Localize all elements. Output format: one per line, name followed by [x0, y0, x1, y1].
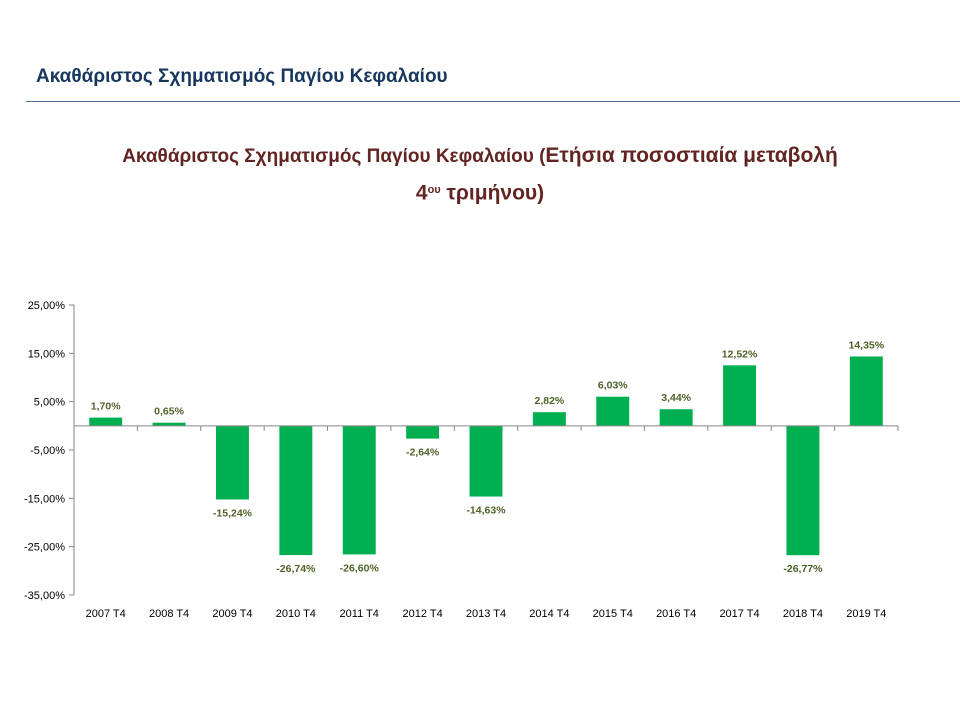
bar — [469, 425, 503, 497]
chart-title-quarter-suffix: ου — [427, 184, 441, 196]
chart-title: Ακαθάριστος Σχηματισμός Παγίου Κεφαλαίου… — [0, 140, 960, 211]
y-tick-label: -35,00% — [24, 590, 65, 602]
x-tick-label: 2014 T4 — [529, 608, 569, 620]
data-label: 6,03% — [598, 380, 628, 392]
data-label: -26,77% — [783, 563, 823, 575]
x-tick-label: 2018 T4 — [783, 608, 823, 620]
header-divider — [26, 101, 960, 102]
data-label: 12,52% — [722, 348, 758, 360]
x-tick-label: 2016 T4 — [656, 608, 696, 620]
data-label: -2,64% — [406, 447, 440, 459]
chart-title-main: Ακαθάριστος Σχηματισμός Παγίου Κεφαλαίου… — [122, 146, 546, 167]
x-tick-label: 2012 T4 — [403, 608, 443, 620]
bar — [786, 425, 820, 556]
x-tick-label: 2008 T4 — [149, 608, 189, 620]
y-tick-label: -25,00% — [24, 542, 65, 554]
bar — [152, 422, 186, 426]
bar — [723, 365, 757, 426]
bar — [89, 417, 123, 426]
chart-title-quarter-number: 4 — [415, 181, 428, 205]
data-label: 1,70% — [91, 401, 121, 413]
data-label: 2,82% — [534, 395, 564, 407]
y-tick-label: 25,00% — [28, 300, 66, 312]
chart-title-line-1: Ακαθάριστος Σχηματισμός Παγίου Κεφαλαίου… — [0, 140, 960, 174]
y-tick-label: -15,00% — [24, 493, 65, 505]
data-label: -26,60% — [340, 562, 380, 574]
bar — [342, 425, 376, 555]
x-tick-label: 2019 T4 — [846, 608, 886, 620]
y-tick-label: 5,00% — [34, 397, 65, 409]
data-label: -26,74% — [276, 563, 316, 575]
chart-title-subtitle: Ετήσια ποσοστιαία μεταβολή — [545, 144, 838, 167]
chart-title-quarter-text: τριμήνου) — [440, 181, 545, 205]
x-tick-label: 2017 T4 — [719, 608, 759, 620]
bar — [659, 409, 693, 426]
x-tick-label: 2010 T4 — [276, 608, 316, 620]
bar — [215, 425, 249, 500]
bar — [849, 356, 883, 426]
data-label: 14,35% — [848, 339, 884, 351]
bar — [532, 412, 566, 426]
x-tick-label: 2007 T4 — [86, 608, 126, 620]
data-label: -15,24% — [213, 507, 253, 519]
x-tick-label: 2015 T4 — [593, 608, 633, 620]
bar — [279, 425, 313, 556]
y-tick-label: -5,00% — [30, 445, 65, 457]
data-label: 3,44% — [661, 392, 691, 404]
x-tick-label: 2009 T4 — [212, 608, 252, 620]
bar — [596, 396, 630, 426]
x-tick-label: 2013 T4 — [466, 608, 506, 620]
bar — [406, 425, 440, 439]
chart-title-line-2: 4ου τριμήνου) — [0, 174, 960, 211]
slide-header: Ακαθάριστος Σχηματισμός Παγίου Κεφαλαίου — [36, 66, 448, 87]
x-tick-label: 2011 T4 — [340, 608, 379, 620]
data-label: 0,65% — [154, 406, 184, 418]
data-label: -14,63% — [466, 505, 506, 517]
y-tick-label: 15,00% — [28, 348, 66, 360]
